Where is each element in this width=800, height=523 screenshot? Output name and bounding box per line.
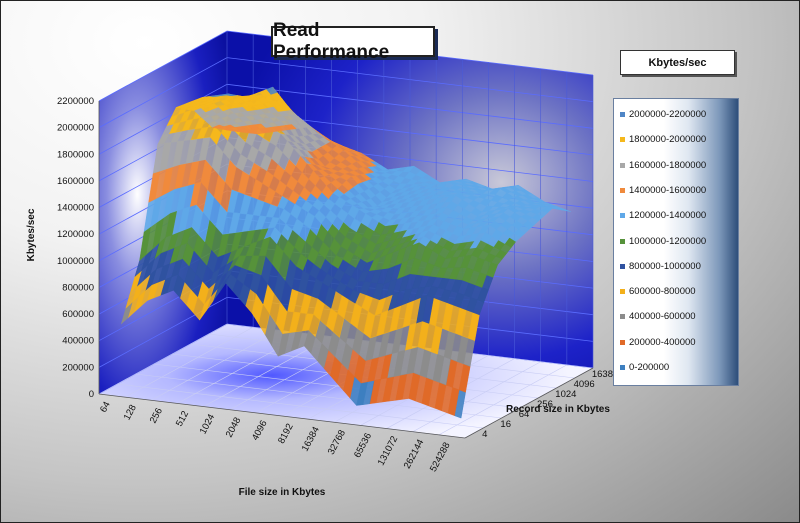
- z-axis-title: Kbytes/sec: [26, 208, 37, 261]
- z-tick-label: 600000: [62, 309, 94, 320]
- legend-swatch: [620, 162, 625, 168]
- x-axis-line: [98, 393, 466, 439]
- x-tick-label: 64: [98, 400, 113, 415]
- z-tick-label: 1200000: [57, 229, 94, 240]
- legend-item: 1200000-1400000: [620, 210, 706, 221]
- x-tick-label: 128: [122, 403, 139, 422]
- legend: 2000000-2200000 1800000-2000000 1600000-18…: [613, 98, 739, 386]
- x-tick-label: 512: [174, 409, 191, 428]
- y-axis-title: Record size in Kbytes: [506, 404, 610, 415]
- legend-label: 600000-800000: [629, 286, 696, 298]
- legend-swatch: [620, 213, 625, 219]
- legend-label: 1000000-1200000: [629, 235, 707, 247]
- legend-swatch: [620, 112, 625, 117]
- legend-item: 1600000-1800000: [620, 160, 706, 171]
- legend-label: 1200000-1400000: [629, 210, 707, 222]
- legend-item: 800000-1000000: [620, 261, 701, 272]
- legend-item: 1800000-2000000: [620, 134, 706, 145]
- z-tick-label: 200000: [62, 362, 94, 373]
- legend-item: 200000-400000: [620, 337, 696, 348]
- chart-title-text: Read Performance: [273, 19, 390, 63]
- x-tick-label: 256: [148, 406, 165, 425]
- floor-gridline: [98, 323, 228, 395]
- x-tick-label: 524288: [428, 441, 453, 474]
- surface-facet: [226, 129, 238, 132]
- z-tick-label: 400000: [62, 336, 94, 347]
- legend-swatch: [620, 339, 625, 345]
- legend-label: 400000-600000: [629, 311, 696, 323]
- x-tick-label: 65536: [352, 431, 374, 459]
- legend-label: 800000-1000000: [629, 260, 701, 272]
- z-tick-label: 2200000: [57, 96, 94, 107]
- legend-item: 1000000-1200000: [620, 236, 706, 247]
- legend-title-text: Kbytes/sec: [648, 56, 707, 69]
- legend-label: 1800000-2000000: [629, 134, 707, 146]
- legend-swatch: [620, 187, 625, 193]
- y-tick-label: 16384: [592, 369, 618, 380]
- legend-item: 0-200000: [620, 362, 669, 373]
- z-tick-label: 800000: [62, 282, 94, 293]
- z-tick-label: 1000000: [57, 256, 94, 267]
- legend-label: 0-200000: [629, 362, 670, 373]
- legend-label: 2000000-2200000: [629, 109, 707, 120]
- x-tick-label: 1024: [198, 412, 218, 436]
- x-tick-label: 4096: [250, 419, 270, 443]
- chart-title: Read Performance: [271, 20, 435, 63]
- legend-item: 600000-800000: [620, 286, 696, 297]
- x-tick-label: 16384: [300, 425, 322, 453]
- y-tick-label: 4: [482, 429, 487, 440]
- x-axis-title: File size in Kbytes: [239, 487, 326, 498]
- z-tick-label: 1800000: [57, 149, 94, 160]
- legend-item: 400000-600000: [620, 311, 696, 322]
- y-tick-label: 4096: [574, 379, 595, 390]
- legend-swatch: [620, 137, 625, 143]
- x-tick-label: 2048: [224, 416, 244, 440]
- floor-gridline: [124, 326, 254, 398]
- floor-gridline: [151, 330, 280, 401]
- z-tick-label: 1400000: [57, 203, 94, 214]
- x-tick-label: 262144: [402, 438, 427, 471]
- x-tick-label: 131072: [376, 434, 401, 467]
- legend-swatch: [620, 289, 625, 295]
- surface-layer: [120, 86, 571, 419]
- z-tick-label: 2000000: [57, 123, 94, 134]
- legend-title: Kbytes/sec: [620, 50, 735, 75]
- floor-gridline: [135, 373, 502, 419]
- x-tick-label: 32768: [326, 428, 348, 456]
- legend-swatch: [620, 238, 625, 244]
- y-axis-line: [464, 367, 594, 439]
- x-tick-label: 8192: [276, 422, 296, 446]
- z-tick-label: 1600000: [57, 176, 94, 187]
- legend-label: 1400000-1600000: [629, 184, 707, 196]
- floor-gridline: [117, 383, 484, 429]
- legend-swatch: [620, 365, 625, 370]
- z-tick-label: 0: [89, 389, 94, 400]
- y-tick-label: 64: [519, 409, 530, 420]
- legend-swatch: [620, 314, 625, 320]
- y-tick-label: 256: [537, 399, 553, 410]
- floor-gridline: [412, 361, 541, 432]
- legend-swatch: [620, 263, 625, 269]
- legend-item: 1400000-1600000: [620, 185, 706, 196]
- floor-gridline: [438, 364, 568, 436]
- legend-label: 1600000-1800000: [629, 159, 707, 171]
- legend-item: 2000000-2200000: [620, 109, 706, 120]
- legend-label: 200000-400000: [629, 336, 696, 348]
- y-tick-label: 1024: [555, 389, 576, 400]
- y-tick-label: 16: [500, 419, 511, 430]
